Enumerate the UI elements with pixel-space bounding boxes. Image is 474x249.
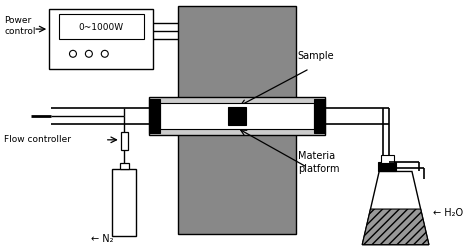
Text: Flow controller: Flow controller bbox=[4, 135, 72, 144]
Bar bbox=[49, 9, 154, 69]
Polygon shape bbox=[362, 209, 429, 245]
Text: ← N₂: ← N₂ bbox=[91, 234, 113, 244]
Text: Sample: Sample bbox=[298, 51, 334, 61]
Text: 0~1000W: 0~1000W bbox=[78, 23, 123, 32]
Bar bbox=[59, 14, 144, 39]
Text: Power
control: Power control bbox=[4, 16, 36, 36]
Bar bbox=[112, 169, 136, 236]
Circle shape bbox=[101, 50, 108, 57]
Bar bbox=[381, 155, 394, 163]
Bar bbox=[148, 97, 326, 135]
Text: Materia
platform: Materia platform bbox=[298, 151, 339, 174]
Bar bbox=[313, 99, 326, 133]
Bar bbox=[228, 107, 246, 125]
Circle shape bbox=[70, 50, 76, 57]
Bar bbox=[148, 99, 161, 133]
Polygon shape bbox=[362, 172, 429, 245]
Bar bbox=[161, 103, 313, 129]
Bar bbox=[378, 162, 396, 172]
Bar bbox=[120, 163, 128, 169]
Text: ← H₂O: ← H₂O bbox=[433, 208, 463, 218]
Circle shape bbox=[85, 50, 92, 57]
Bar bbox=[121, 132, 128, 150]
Bar bbox=[178, 130, 296, 234]
Bar bbox=[178, 6, 296, 100]
